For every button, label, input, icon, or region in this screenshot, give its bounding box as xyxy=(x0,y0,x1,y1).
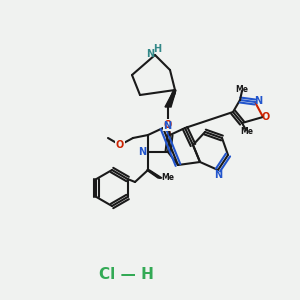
Text: Me: Me xyxy=(161,173,175,182)
Text: O: O xyxy=(164,120,172,130)
Text: N: N xyxy=(138,147,146,157)
Text: N: N xyxy=(214,170,222,180)
Text: N: N xyxy=(146,49,154,59)
Text: N: N xyxy=(163,121,171,131)
Text: Me: Me xyxy=(241,127,254,136)
Text: Me: Me xyxy=(236,85,248,94)
Polygon shape xyxy=(165,90,176,107)
Text: N: N xyxy=(254,96,262,106)
Text: O: O xyxy=(262,112,270,122)
Text: H: H xyxy=(153,44,161,54)
Polygon shape xyxy=(146,170,162,178)
Text: O: O xyxy=(116,140,124,150)
Text: Cl — H: Cl — H xyxy=(99,267,153,282)
